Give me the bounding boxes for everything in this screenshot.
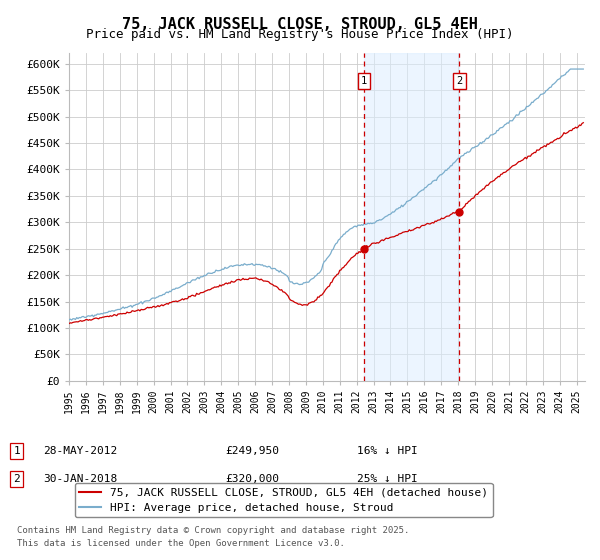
- Text: £320,000: £320,000: [225, 474, 279, 484]
- Text: £249,950: £249,950: [225, 446, 279, 456]
- Legend: 75, JACK RUSSELL CLOSE, STROUD, GL5 4EH (detached house), HPI: Average price, de: 75, JACK RUSSELL CLOSE, STROUD, GL5 4EH …: [74, 483, 493, 517]
- Text: Price paid vs. HM Land Registry's House Price Index (HPI): Price paid vs. HM Land Registry's House …: [86, 28, 514, 41]
- Text: 30-JAN-2018: 30-JAN-2018: [43, 474, 118, 484]
- Text: 28-MAY-2012: 28-MAY-2012: [43, 446, 118, 456]
- Text: Contains HM Land Registry data © Crown copyright and database right 2025.: Contains HM Land Registry data © Crown c…: [17, 526, 409, 535]
- Text: 2: 2: [457, 76, 463, 86]
- Text: 1: 1: [13, 446, 20, 456]
- Text: 25% ↓ HPI: 25% ↓ HPI: [357, 474, 418, 484]
- Text: 1: 1: [361, 76, 367, 86]
- Text: 75, JACK RUSSELL CLOSE, STROUD, GL5 4EH: 75, JACK RUSSELL CLOSE, STROUD, GL5 4EH: [122, 17, 478, 32]
- Text: 2: 2: [13, 474, 20, 484]
- Bar: [364, 53, 460, 381]
- Text: 16% ↓ HPI: 16% ↓ HPI: [357, 446, 418, 456]
- Text: This data is licensed under the Open Government Licence v3.0.: This data is licensed under the Open Gov…: [17, 539, 344, 548]
